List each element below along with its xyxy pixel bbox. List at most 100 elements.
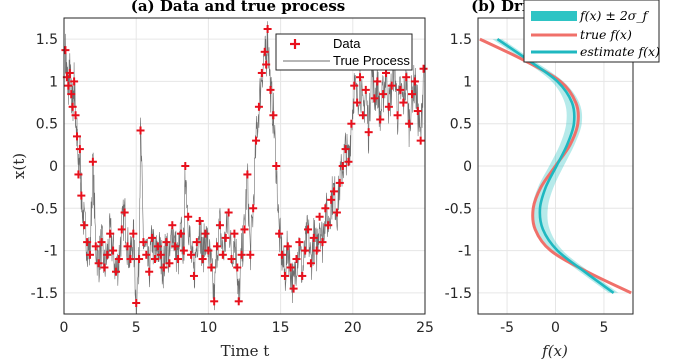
data-point <box>335 178 344 187</box>
data-point <box>218 250 227 259</box>
data-point <box>187 250 196 259</box>
data-point <box>120 208 129 217</box>
data-point <box>304 225 313 234</box>
data-point <box>350 81 359 90</box>
data-point <box>321 204 330 213</box>
data-point <box>132 299 141 308</box>
data-point <box>370 94 379 103</box>
legend-data-label: Data <box>333 36 361 51</box>
data-point <box>204 246 213 255</box>
data-point <box>94 259 103 268</box>
data-point <box>413 107 422 116</box>
data-point <box>129 229 138 238</box>
data-point <box>260 47 269 56</box>
y-tick-label: 1 <box>49 74 58 90</box>
data-point <box>162 238 171 247</box>
data-point <box>165 259 174 268</box>
data-point <box>399 98 408 107</box>
data-point <box>126 255 135 264</box>
data-point <box>75 145 84 154</box>
data-point <box>85 250 94 259</box>
data-point <box>309 233 318 242</box>
data-point <box>269 111 278 120</box>
data-point <box>174 255 183 264</box>
data-point <box>207 263 216 272</box>
data-point <box>263 24 272 33</box>
x-tick-label: -5 <box>500 320 514 336</box>
x-tick-label: 5 <box>599 320 608 336</box>
data-point <box>83 238 92 247</box>
data-point <box>327 195 336 204</box>
y-tick-label: 1 <box>463 74 472 90</box>
data-point <box>136 126 145 135</box>
data-point <box>246 250 255 259</box>
data-point <box>249 204 258 213</box>
data-point <box>353 98 362 107</box>
data-point <box>364 128 373 137</box>
data-point <box>356 73 365 82</box>
data-point <box>373 77 382 86</box>
panel-a-ylabel: x(t) <box>10 153 28 179</box>
data-point <box>184 212 193 221</box>
data-point <box>106 229 115 238</box>
data-point <box>189 271 198 280</box>
panel-b-yticks: 1.5 1 0.5 0 -0.5 -1 -1.5 <box>445 32 472 302</box>
legend-box <box>275 33 413 71</box>
data-point <box>301 246 310 255</box>
data-point <box>387 81 396 90</box>
data-point <box>221 233 230 242</box>
data-point <box>168 221 177 230</box>
data-point <box>179 246 188 255</box>
x-tick-label: 20 <box>344 320 362 336</box>
data-point <box>396 85 405 94</box>
data-point <box>272 162 281 170</box>
data-point <box>111 267 120 276</box>
data-point <box>266 85 275 94</box>
legend-estimate-label: estimate f(x) <box>580 44 660 59</box>
data-point <box>91 242 100 251</box>
panel-a: (a) Data and true process 0 5 10 15 20 25 1.5… <box>10 0 434 360</box>
data-point <box>103 250 112 259</box>
data-point <box>292 255 301 264</box>
data-point <box>150 255 159 264</box>
x-tick-label: 0 <box>551 320 560 336</box>
x-tick-label: 0 <box>60 320 69 336</box>
data-point <box>341 145 350 154</box>
data-point <box>393 111 402 120</box>
data-point <box>295 238 304 247</box>
data-point <box>74 170 83 179</box>
panel-a-xlabel: Time t <box>221 342 270 360</box>
data-point <box>135 255 144 264</box>
data-point <box>338 162 347 170</box>
data-point <box>72 132 81 141</box>
x-tick-label: 5 <box>132 320 141 336</box>
y-tick-label: 0.5 <box>36 117 58 133</box>
y-tick-label: -0.5 <box>445 201 472 217</box>
data-point <box>123 242 132 251</box>
data-point <box>243 170 252 179</box>
y-tick-label: 0 <box>463 159 472 175</box>
data-point <box>416 136 425 145</box>
data-point <box>171 242 180 251</box>
legend-band-swatch <box>531 11 577 21</box>
data-point <box>148 233 157 242</box>
data-point <box>275 229 284 238</box>
data-point <box>312 246 321 255</box>
data-point <box>318 238 327 247</box>
data-point <box>240 225 249 234</box>
data-point <box>283 242 292 251</box>
panel-a-legend: Data True Process <box>275 33 413 71</box>
data-point <box>254 102 263 111</box>
data-point <box>306 259 315 268</box>
x-tick-label: 25 <box>416 320 434 336</box>
data-point <box>361 85 370 94</box>
data-point <box>100 263 109 272</box>
y-tick-label: -0.5 <box>31 201 58 217</box>
y-tick-label: -1.5 <box>445 286 472 302</box>
data-point <box>139 238 148 247</box>
panel-a-xticks: 0 5 10 15 20 25 <box>60 320 434 336</box>
data-point <box>61 46 70 55</box>
y-tick-label: 1.5 <box>450 32 472 48</box>
data-point <box>408 90 417 99</box>
